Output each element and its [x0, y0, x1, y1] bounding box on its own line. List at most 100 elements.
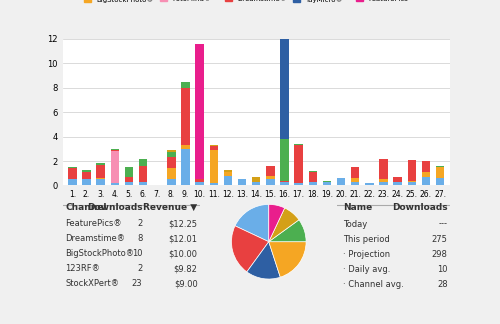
Text: 2: 2 — [137, 219, 142, 228]
Bar — [422, 177, 430, 185]
Bar — [422, 161, 430, 172]
Bar — [224, 176, 232, 185]
Text: ---: --- — [438, 220, 448, 228]
Text: 10: 10 — [132, 249, 142, 258]
Bar — [196, 44, 204, 179]
Bar — [436, 167, 444, 178]
Bar — [210, 150, 218, 183]
Text: StockXPert®: StockXPert® — [66, 279, 120, 288]
Wedge shape — [269, 204, 284, 242]
Wedge shape — [235, 204, 269, 242]
Bar — [167, 157, 175, 168]
Wedge shape — [247, 242, 280, 279]
Bar — [380, 159, 388, 179]
Bar — [139, 182, 147, 185]
Text: This period: This period — [343, 235, 390, 244]
Bar — [110, 149, 119, 150]
Bar — [322, 182, 331, 185]
Bar — [167, 150, 175, 153]
Bar — [308, 172, 317, 182]
Bar — [280, 180, 289, 182]
Text: $12.01: $12.01 — [168, 234, 198, 243]
Text: 123RF®: 123RF® — [66, 264, 100, 273]
Text: Dreamstime®: Dreamstime® — [66, 234, 126, 243]
Bar — [351, 182, 360, 185]
Bar — [394, 182, 402, 185]
Bar — [82, 169, 91, 172]
Bar — [436, 166, 444, 167]
Bar — [139, 159, 147, 166]
Bar — [294, 183, 303, 185]
Bar — [210, 145, 218, 146]
Bar — [124, 182, 133, 185]
Bar — [294, 145, 303, 183]
Bar — [308, 171, 317, 172]
Bar — [238, 179, 246, 185]
Text: Downloads: Downloads — [392, 202, 448, 212]
Bar — [224, 169, 232, 172]
Text: 8: 8 — [137, 234, 142, 243]
Bar — [252, 177, 260, 182]
Text: 2: 2 — [137, 264, 142, 273]
Bar — [196, 179, 204, 182]
Bar — [408, 180, 416, 182]
Bar — [167, 168, 175, 179]
Text: FeaturePics®: FeaturePics® — [66, 219, 122, 228]
Text: $9.82: $9.82 — [174, 264, 198, 273]
Bar — [224, 172, 232, 176]
Bar — [394, 177, 402, 182]
Text: Today: Today — [343, 220, 367, 228]
Text: · Channel avg.: · Channel avg. — [343, 280, 404, 289]
Text: 10: 10 — [437, 265, 448, 274]
Bar — [266, 179, 274, 185]
Bar — [351, 167, 360, 178]
Bar — [68, 167, 76, 168]
Text: · Projection: · Projection — [343, 250, 390, 259]
Wedge shape — [269, 242, 306, 277]
Wedge shape — [269, 220, 306, 242]
Bar — [82, 179, 91, 185]
Bar — [110, 150, 119, 151]
Wedge shape — [269, 208, 299, 242]
Bar — [182, 88, 190, 145]
Bar — [380, 179, 388, 182]
Bar — [96, 165, 105, 178]
Bar — [96, 164, 105, 165]
Bar — [266, 166, 274, 176]
Text: · Daily avg.: · Daily avg. — [343, 265, 390, 274]
Bar — [252, 182, 260, 185]
Bar — [210, 146, 218, 150]
Bar — [82, 172, 91, 179]
Text: Downloads: Downloads — [87, 202, 142, 212]
Bar — [68, 179, 76, 185]
Text: BigStockPhoto®: BigStockPhoto® — [66, 249, 134, 258]
Bar — [436, 178, 444, 185]
Text: 23: 23 — [132, 279, 142, 288]
Bar — [351, 178, 360, 182]
Bar — [167, 153, 175, 157]
Text: $9.00: $9.00 — [174, 279, 198, 288]
Bar — [167, 179, 175, 185]
Bar — [210, 183, 218, 185]
Bar — [408, 182, 416, 185]
Bar — [96, 178, 105, 179]
Text: 275: 275 — [432, 235, 448, 244]
Bar — [196, 182, 204, 185]
Text: Revenue ▼: Revenue ▼ — [144, 202, 198, 212]
Bar — [337, 178, 345, 185]
Bar — [280, 182, 289, 185]
Text: Channel: Channel — [66, 202, 107, 212]
Bar — [322, 180, 331, 182]
Bar — [280, 35, 289, 139]
Text: 298: 298 — [432, 250, 448, 259]
Bar — [280, 139, 289, 180]
Bar — [96, 179, 105, 185]
Text: Name: Name — [343, 202, 372, 212]
Bar — [380, 182, 388, 185]
Bar — [182, 145, 190, 149]
Bar — [139, 166, 147, 182]
Bar — [182, 82, 190, 88]
Bar — [365, 183, 374, 185]
Legend: Fotolia®, BigStockPhoto®, MostPhotos®, FotoMind®, 123RF®, Dreamstime®, StockXPer: Fotolia®, BigStockPhoto®, MostPhotos®, F… — [84, 0, 428, 3]
Bar — [408, 160, 416, 180]
